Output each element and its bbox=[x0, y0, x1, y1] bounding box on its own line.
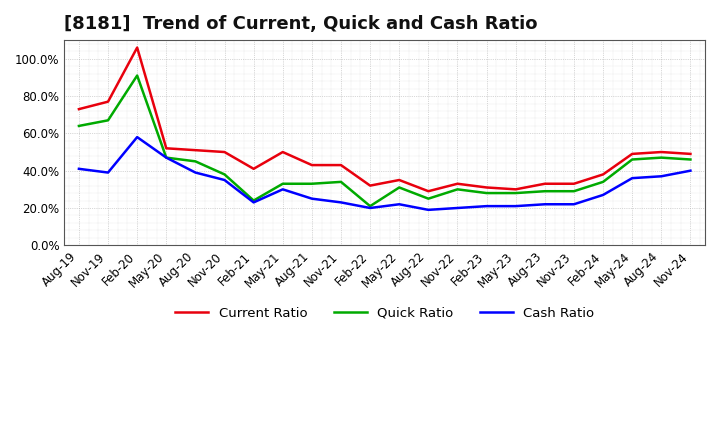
Quick Ratio bbox=[482, 191, 491, 196]
Quick Ratio bbox=[366, 203, 374, 209]
Quick Ratio bbox=[307, 181, 316, 187]
Current Ratio bbox=[628, 151, 636, 157]
Current Ratio bbox=[366, 183, 374, 188]
Cash Ratio bbox=[220, 177, 229, 183]
Line: Quick Ratio: Quick Ratio bbox=[79, 76, 690, 206]
Current Ratio bbox=[541, 181, 549, 187]
Quick Ratio bbox=[570, 189, 578, 194]
Quick Ratio bbox=[628, 157, 636, 162]
Cash Ratio bbox=[249, 200, 258, 205]
Current Ratio bbox=[337, 162, 346, 168]
Cash Ratio bbox=[162, 155, 171, 160]
Quick Ratio bbox=[162, 155, 171, 160]
Quick Ratio bbox=[249, 198, 258, 203]
Current Ratio bbox=[220, 150, 229, 155]
Cash Ratio bbox=[511, 203, 520, 209]
Cash Ratio bbox=[75, 166, 84, 172]
Quick Ratio bbox=[541, 189, 549, 194]
Current Ratio bbox=[133, 45, 142, 50]
Quick Ratio bbox=[191, 159, 199, 164]
Current Ratio bbox=[104, 99, 112, 104]
Cash Ratio bbox=[599, 192, 608, 198]
Quick Ratio bbox=[133, 73, 142, 78]
Text: [8181]  Trend of Current, Quick and Cash Ratio: [8181] Trend of Current, Quick and Cash … bbox=[64, 15, 538, 33]
Line: Current Ratio: Current Ratio bbox=[79, 48, 690, 191]
Current Ratio bbox=[482, 185, 491, 190]
Cash Ratio bbox=[366, 205, 374, 211]
Cash Ratio bbox=[307, 196, 316, 202]
Current Ratio bbox=[307, 162, 316, 168]
Current Ratio bbox=[424, 189, 433, 194]
Cash Ratio bbox=[482, 203, 491, 209]
Quick Ratio bbox=[599, 179, 608, 184]
Current Ratio bbox=[191, 147, 199, 153]
Current Ratio bbox=[279, 150, 287, 155]
Quick Ratio bbox=[104, 117, 112, 123]
Quick Ratio bbox=[395, 185, 404, 190]
Cash Ratio bbox=[424, 207, 433, 213]
Cash Ratio bbox=[337, 200, 346, 205]
Quick Ratio bbox=[337, 179, 346, 184]
Cash Ratio bbox=[279, 187, 287, 192]
Cash Ratio bbox=[570, 202, 578, 207]
Current Ratio bbox=[453, 181, 462, 187]
Current Ratio bbox=[686, 151, 695, 157]
Current Ratio bbox=[570, 181, 578, 187]
Cash Ratio bbox=[191, 170, 199, 175]
Current Ratio bbox=[75, 106, 84, 112]
Cash Ratio bbox=[541, 202, 549, 207]
Cash Ratio bbox=[104, 170, 112, 175]
Quick Ratio bbox=[75, 123, 84, 128]
Line: Cash Ratio: Cash Ratio bbox=[79, 137, 690, 210]
Cash Ratio bbox=[686, 168, 695, 173]
Current Ratio bbox=[599, 172, 608, 177]
Cash Ratio bbox=[133, 135, 142, 140]
Cash Ratio bbox=[657, 174, 666, 179]
Cash Ratio bbox=[453, 205, 462, 211]
Legend: Current Ratio, Quick Ratio, Cash Ratio: Current Ratio, Quick Ratio, Cash Ratio bbox=[170, 301, 600, 325]
Quick Ratio bbox=[511, 191, 520, 196]
Current Ratio bbox=[249, 166, 258, 172]
Quick Ratio bbox=[686, 157, 695, 162]
Quick Ratio bbox=[453, 187, 462, 192]
Cash Ratio bbox=[628, 176, 636, 181]
Current Ratio bbox=[162, 146, 171, 151]
Quick Ratio bbox=[657, 155, 666, 160]
Quick Ratio bbox=[424, 196, 433, 202]
Current Ratio bbox=[395, 177, 404, 183]
Current Ratio bbox=[511, 187, 520, 192]
Cash Ratio bbox=[395, 202, 404, 207]
Quick Ratio bbox=[220, 172, 229, 177]
Quick Ratio bbox=[279, 181, 287, 187]
Current Ratio bbox=[657, 150, 666, 155]
